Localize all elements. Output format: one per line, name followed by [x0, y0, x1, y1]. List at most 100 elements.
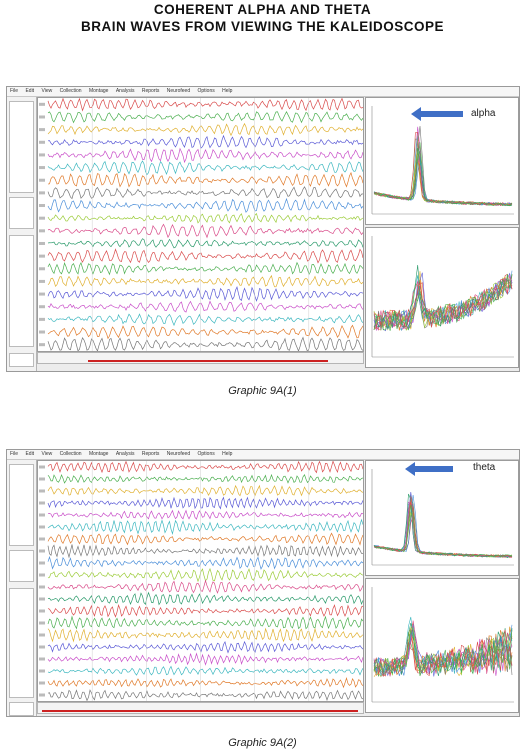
timeline-marker	[42, 710, 358, 712]
spectrum-trace	[373, 501, 513, 558]
display-box[interactable]	[9, 702, 34, 716]
channel-label	[39, 669, 45, 673]
spectrum-trace	[373, 273, 513, 331]
spectrum-panel-bottom	[365, 578, 519, 713]
figure-caption-2: Graphic 9A(2)	[228, 737, 297, 749]
eeg-trace	[47, 171, 363, 188]
spectrum-trace	[373, 629, 513, 678]
channel-label	[39, 191, 45, 195]
eeg-traces-panel	[37, 97, 364, 352]
channel-label	[39, 102, 45, 106]
channel-label	[39, 681, 45, 685]
eeg-trace	[47, 223, 363, 239]
menu-view[interactable]: View	[41, 451, 53, 457]
eeg-trace	[47, 665, 363, 676]
channel-label	[39, 317, 45, 321]
menu-view[interactable]: View	[41, 88, 53, 94]
channel-label	[39, 573, 45, 577]
spectrum-trace	[373, 147, 513, 206]
channel-label	[39, 513, 45, 517]
channel-label	[39, 204, 45, 208]
eeg-trace	[47, 111, 363, 124]
channel-label	[39, 549, 45, 553]
channel-label	[39, 537, 45, 541]
menu-help[interactable]: Help	[222, 451, 233, 457]
spectrum-trace	[373, 272, 513, 332]
channel-label	[39, 279, 45, 283]
spectrum-trace	[373, 497, 513, 558]
channel-label	[39, 254, 45, 258]
eeg-trace	[47, 509, 363, 520]
channel-list-box[interactable]	[9, 235, 34, 347]
spectrum-trace	[373, 493, 513, 558]
channel-label	[39, 501, 45, 505]
menu-analysis[interactable]: Analysis	[115, 451, 135, 457]
spectrum-trace	[373, 264, 513, 330]
menu-options[interactable]: Options	[197, 451, 215, 457]
menu-bar: File Edit View Collection Montage Analys…	[7, 87, 519, 97]
eeg-trace	[47, 248, 363, 264]
channel-label	[39, 241, 45, 245]
eeg-trace	[47, 640, 363, 654]
eeg-trace	[47, 567, 363, 583]
menu-montage[interactable]: Montage	[88, 451, 109, 457]
spectrum-plot-bottom	[371, 236, 514, 358]
menu-collection[interactable]: Collection	[59, 88, 82, 94]
spectrum-trace	[373, 137, 513, 206]
menu-edit[interactable]: Edit	[25, 88, 35, 94]
eeg-trace	[47, 160, 363, 176]
spectrum-trace	[373, 620, 513, 677]
eeg-trace	[47, 627, 363, 643]
page-title-line-1: COHERENT ALPHA AND THETA	[153, 2, 372, 17]
menu-analysis[interactable]: Analysis	[115, 88, 135, 94]
channel-label	[39, 489, 45, 493]
arrow-icon	[405, 462, 453, 476]
menu-file[interactable]: File	[10, 451, 19, 457]
eeg-trace	[47, 286, 363, 302]
menu-reports[interactable]: Reports	[141, 451, 160, 457]
spectrum-panel-bottom	[365, 227, 519, 368]
arrow-icon	[411, 107, 463, 121]
menu-montage[interactable]: Montage	[88, 88, 109, 94]
montage-box[interactable]	[9, 550, 34, 582]
eeg-trace	[47, 212, 363, 224]
eeg-trace	[47, 197, 363, 213]
spectrum-panel-top	[365, 460, 519, 576]
menu-reports[interactable]: Reports	[141, 88, 160, 94]
timeline-bar[interactable]	[37, 702, 364, 714]
menu-neurofeed[interactable]: Neurofeed	[166, 88, 191, 94]
eeg-trace	[47, 122, 363, 137]
eeg-trace	[47, 300, 363, 313]
eeg-traces	[39, 461, 363, 701]
eeg-trace	[47, 461, 363, 474]
channel-label	[39, 267, 45, 271]
spectrum-plot-bottom	[371, 587, 514, 703]
eeg-trace	[47, 336, 363, 351]
spectrum-panel-top	[365, 97, 519, 225]
settings-box[interactable]	[9, 101, 34, 193]
menu-options[interactable]: Options	[197, 88, 215, 94]
menu-file[interactable]: File	[10, 88, 19, 94]
left-control-panel	[7, 460, 37, 716]
menu-collection[interactable]: Collection	[59, 451, 82, 457]
menu-help[interactable]: Help	[222, 88, 233, 94]
channel-label	[39, 561, 45, 565]
menu-neurofeed[interactable]: Neurofeed	[166, 451, 191, 457]
channel-label	[39, 330, 45, 334]
channel-label	[39, 343, 45, 347]
menu-edit[interactable]: Edit	[25, 451, 35, 457]
spectrum-trace	[373, 270, 513, 331]
spectrum-trace	[373, 142, 513, 206]
montage-box[interactable]	[9, 197, 34, 229]
eeg-trace	[47, 261, 363, 276]
display-box[interactable]	[9, 353, 34, 367]
theta-annotation: theta	[473, 462, 496, 473]
channel-list-box[interactable]	[9, 588, 34, 698]
spectrum-trace	[373, 504, 513, 558]
settings-box[interactable]	[9, 464, 34, 546]
spectrum-trace	[373, 125, 513, 206]
timeline-bar[interactable]	[37, 352, 364, 364]
channel-label	[39, 128, 45, 132]
channel-label	[39, 292, 45, 296]
eeg-trace	[47, 324, 363, 340]
